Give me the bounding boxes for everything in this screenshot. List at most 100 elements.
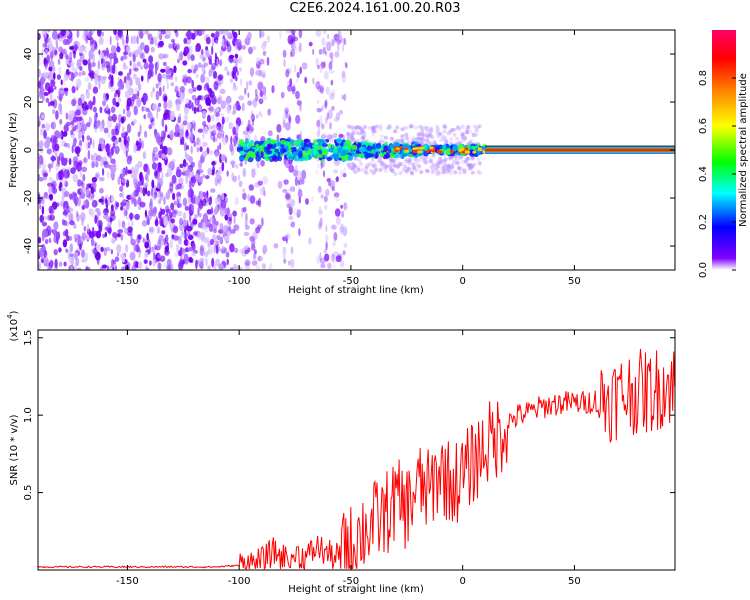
noise-blob <box>214 52 217 60</box>
noise-blob <box>229 78 234 84</box>
noise-blob <box>71 85 76 94</box>
noise-blob <box>448 129 453 134</box>
noise-blob <box>207 265 211 270</box>
noise-blob <box>448 171 453 176</box>
ridge-blob <box>288 142 292 150</box>
noise-blob <box>138 249 142 255</box>
noise-blob <box>91 53 96 62</box>
noise-blob <box>382 166 387 170</box>
noise-blob <box>104 231 108 238</box>
noise-blob <box>240 212 243 218</box>
noise-blob <box>456 166 461 170</box>
noise-blob <box>52 109 56 115</box>
noise-blob <box>181 231 186 236</box>
noise-blob <box>163 262 166 269</box>
noise-blob <box>261 70 264 77</box>
noise-blob <box>153 251 156 260</box>
noise-blob <box>91 61 96 68</box>
noise-blob <box>125 35 129 45</box>
noise-blob <box>101 58 104 64</box>
noise-blob <box>224 38 228 47</box>
noise-blob <box>217 145 220 151</box>
noise-blob <box>193 106 197 114</box>
noise-blob <box>406 159 411 164</box>
noise-blob <box>114 128 119 136</box>
noise-blob <box>210 206 213 214</box>
noise-blob <box>204 126 208 135</box>
noise-blob <box>296 170 303 180</box>
noise-blob <box>133 198 137 208</box>
noise-blob <box>405 136 409 141</box>
noise-blob <box>262 69 266 76</box>
noise-blob <box>110 204 114 212</box>
noise-blob <box>215 171 221 179</box>
noise-blob <box>257 180 263 186</box>
noise-blob <box>459 167 464 172</box>
noise-blob <box>422 158 427 163</box>
noise-blob <box>162 145 168 156</box>
noise-blob <box>87 141 91 149</box>
noise-blob <box>228 122 234 130</box>
noise-blob <box>42 228 48 238</box>
noise-blob <box>202 174 206 179</box>
noise-blob <box>465 156 470 161</box>
noise-blob <box>333 37 338 43</box>
noise-blob <box>351 131 356 136</box>
noise-blob <box>353 170 358 175</box>
noise-blob <box>255 114 259 119</box>
noise-blob <box>247 124 254 134</box>
noise-blob <box>368 161 372 166</box>
noise-blob <box>82 108 88 116</box>
noise-blob <box>223 235 230 242</box>
noise-blob <box>124 227 128 234</box>
noise-blob <box>285 69 290 78</box>
noise-blob <box>117 81 120 88</box>
noise-blob <box>38 80 42 89</box>
noise-blob <box>151 162 158 170</box>
noise-blob <box>95 244 101 250</box>
noise-blob <box>108 52 114 60</box>
noise-blob <box>151 37 154 42</box>
noise-blob <box>168 43 172 49</box>
y-tick-label: 20 <box>23 96 34 109</box>
noise-blob <box>225 251 230 258</box>
noise-blob <box>238 180 243 188</box>
noise-blob <box>136 61 141 67</box>
noise-blob <box>410 171 415 176</box>
ridge-peak <box>418 150 423 154</box>
noise-blob <box>353 156 358 161</box>
noise-blob <box>164 34 171 39</box>
noise-blob <box>326 134 333 140</box>
noise-blob <box>453 170 458 175</box>
noise-blob <box>396 164 400 169</box>
ridge-blob <box>260 151 264 159</box>
noise-blob <box>74 43 78 52</box>
noise-blob <box>409 170 414 175</box>
noise-blob <box>184 113 188 122</box>
noise-blob <box>149 226 154 233</box>
noise-blob <box>242 206 247 213</box>
noise-blob <box>195 46 198 53</box>
noise-blob <box>189 187 193 197</box>
noise-blob <box>56 74 62 80</box>
noise-blob <box>144 241 149 249</box>
noise-blob <box>461 131 466 136</box>
noise-blob <box>162 93 168 102</box>
noise-blob <box>340 204 343 209</box>
noise-blob <box>329 122 332 130</box>
noise-blob <box>258 98 264 105</box>
noise-blob <box>349 166 354 171</box>
ridge-peak <box>464 150 469 154</box>
noise-blob <box>83 156 87 164</box>
noise-blob <box>70 129 74 136</box>
noise-blob <box>174 123 180 134</box>
noise-blob <box>346 163 351 168</box>
noise-blob <box>204 94 210 102</box>
noise-blob <box>465 130 470 135</box>
noise-blob <box>333 192 340 198</box>
noise-blob <box>250 114 254 121</box>
noise-blob <box>184 103 190 108</box>
noise-blob <box>360 168 365 172</box>
noise-blob <box>475 125 480 130</box>
noise-blob <box>117 87 121 97</box>
